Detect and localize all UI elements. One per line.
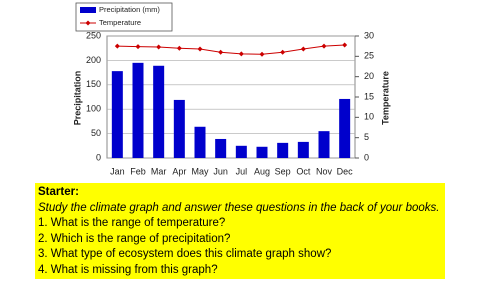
bar bbox=[153, 65, 165, 158]
legend-swatch bbox=[85, 20, 91, 26]
x-tick-label: May bbox=[191, 166, 209, 176]
bar bbox=[215, 138, 227, 158]
x-tick-label: Apr bbox=[172, 166, 186, 176]
marker bbox=[176, 45, 182, 51]
x-tick-label: Nov bbox=[316, 166, 333, 176]
y-tick-label: 0 bbox=[96, 152, 101, 162]
y-tick-label: 250 bbox=[86, 30, 101, 40]
marker bbox=[156, 44, 162, 50]
bar bbox=[132, 62, 144, 159]
x-tick-label: Jun bbox=[213, 166, 228, 176]
legend-swatch bbox=[80, 7, 96, 13]
starter-box: Starter: Study the climate graph and ans… bbox=[35, 183, 445, 279]
x-tick-label: Mar bbox=[151, 166, 167, 176]
y-axis-label: Precipitation bbox=[72, 71, 82, 126]
y2-tick-label: 10 bbox=[364, 112, 374, 122]
marker bbox=[197, 46, 203, 52]
marker bbox=[342, 42, 348, 48]
x-tick-label: Feb bbox=[130, 166, 146, 176]
x-tick-label: Aug bbox=[254, 166, 270, 176]
x-tick-label: Sep bbox=[275, 166, 291, 176]
line bbox=[117, 44, 345, 55]
legend-label: Precipitation (mm) bbox=[99, 5, 160, 14]
starter-instruction: Study the climate graph and answer these… bbox=[38, 201, 440, 214]
bar bbox=[173, 99, 185, 158]
starter-question: 4. What is missing from this graph? bbox=[38, 263, 218, 276]
bar bbox=[235, 145, 247, 158]
bar bbox=[277, 142, 289, 158]
bar bbox=[339, 98, 351, 158]
y2-tick-label: 15 bbox=[364, 91, 374, 101]
starter-question: 1. What is the range of temperature? bbox=[38, 217, 226, 229]
y2-tick-label: 5 bbox=[364, 132, 369, 142]
starter-heading: Starter: bbox=[38, 186, 79, 198]
bar bbox=[318, 131, 330, 158]
y-tick-label: 150 bbox=[86, 79, 101, 89]
marker bbox=[238, 51, 244, 57]
marker bbox=[259, 51, 265, 57]
y2-tick-label: 0 bbox=[364, 152, 369, 162]
plot-area bbox=[106, 35, 356, 159]
bar bbox=[111, 71, 123, 158]
y2-axis-label: Temperature bbox=[380, 71, 390, 125]
bar bbox=[194, 126, 206, 158]
y2-tick-label: 30 bbox=[364, 30, 374, 40]
chart: Precipitation Temperature 05010015020025… bbox=[72, 2, 390, 176]
marker bbox=[280, 49, 286, 55]
y-tick-label: 50 bbox=[91, 128, 101, 138]
marker bbox=[300, 46, 306, 52]
marker bbox=[321, 43, 327, 49]
marker bbox=[114, 43, 120, 49]
y2-tick-label: 20 bbox=[364, 71, 374, 81]
marker bbox=[218, 49, 224, 55]
legend-label: Temperature bbox=[99, 18, 141, 27]
y-tick-label: 100 bbox=[86, 104, 101, 114]
x-tick-label: Jul bbox=[236, 166, 248, 176]
x-tick-label: Dec bbox=[337, 166, 354, 176]
bar bbox=[297, 141, 309, 158]
starter-question: 3. What type of ecosystem does this clim… bbox=[38, 248, 332, 260]
x-tick-label: Jan bbox=[110, 166, 125, 176]
y2-tick-label: 25 bbox=[364, 51, 374, 61]
bar bbox=[256, 146, 268, 158]
marker bbox=[135, 44, 141, 50]
y-tick-label: 200 bbox=[86, 55, 101, 65]
x-tick-label: Oct bbox=[296, 166, 311, 176]
starter-question: 2. Which is the range of precipitation? bbox=[38, 232, 231, 245]
